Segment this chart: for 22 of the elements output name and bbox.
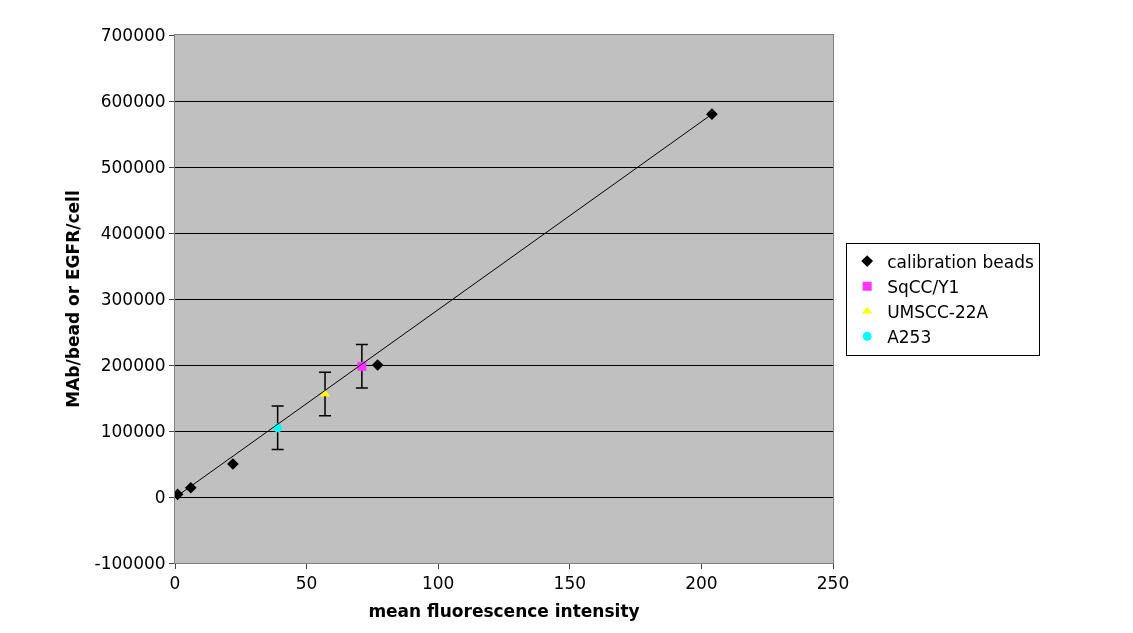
point — [371, 359, 384, 371]
x-tick-label: 250 — [816, 573, 850, 594]
y-tick-label: -100000 — [94, 552, 166, 573]
y-tick-label: 100000 — [100, 420, 166, 441]
legend-label: A253 — [887, 326, 932, 347]
y-tick-label: 600000 — [100, 90, 166, 111]
x-tick-label: 100 — [421, 573, 455, 594]
y-tick-label: 0 — [154, 486, 166, 507]
x-tick-label: 0 — [169, 573, 181, 594]
legend-label: SqCC/Y1 — [887, 276, 960, 297]
x-tick-label: 200 — [685, 573, 718, 594]
x-axis-title: mean fluorescence intensity — [368, 600, 640, 621]
x-tick-label: 150 — [553, 573, 587, 594]
legend-label: calibration beads — [887, 251, 1034, 272]
x-tick-label: 50 — [295, 573, 318, 594]
y-tick-label: 700000 — [100, 24, 166, 45]
y-tick-label: 400000 — [100, 222, 166, 243]
y-tick-label: 500000 — [100, 156, 166, 177]
y-tick-label: 300000 — [100, 288, 166, 309]
legend-label: UMSCC-22A — [887, 301, 989, 322]
y-tick-label: 200000 — [100, 354, 166, 375]
y-axis-title: MAb/bead or EGFR/cell — [63, 190, 84, 408]
